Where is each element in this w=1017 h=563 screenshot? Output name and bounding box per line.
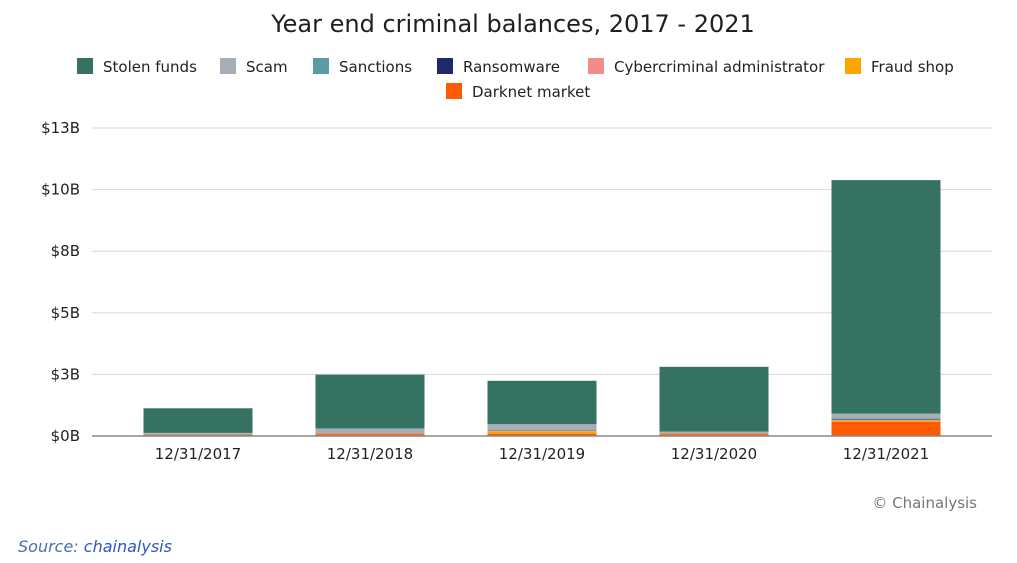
- bar-segment-scam: [831, 413, 941, 419]
- source-caption: Source: chainalysis: [18, 537, 172, 556]
- legend-swatch-stolen-funds: [77, 58, 93, 74]
- y-tick-label: $5B: [51, 304, 80, 322]
- chart-title: Year end criminal balances, 2017 - 2021: [270, 10, 755, 38]
- legend-label: Fraud shop: [871, 58, 954, 76]
- bar-segment-darknet-market: [831, 421, 941, 436]
- bar-segment-stolen-funds: [831, 180, 941, 414]
- bar-segment-cybercriminal-administrator: [831, 419, 941, 421]
- bar-segment-darknet-market: [659, 434, 769, 436]
- bar-segment-stolen-funds: [315, 374, 425, 429]
- y-axis-ticks: $0B $3B $5B $8B $10B $13B: [41, 119, 80, 445]
- legend-label: Ransomware: [463, 58, 560, 76]
- bar-segment-sanctions: [831, 418, 941, 420]
- bar-segment-scam: [659, 431, 769, 433]
- x-tick-label: 12/31/2017: [155, 445, 241, 463]
- bar-segment-fraud-shop: [831, 420, 941, 422]
- bar-segment-stolen-funds: [143, 408, 253, 433]
- legend-label: Darknet market: [472, 83, 590, 101]
- legend: Stolen funds Scam Sanctions Ransomware Cyber…: [77, 58, 954, 101]
- y-tick-label: $3B: [51, 365, 80, 383]
- x-tick-label: 12/31/2019: [499, 445, 585, 463]
- legend-label: Stolen funds: [103, 58, 197, 76]
- legend-label: Sanctions: [339, 58, 412, 76]
- x-axis-labels: 12/31/2017 12/31/2018 12/31/2019 12/31/2020…: [155, 445, 929, 463]
- bar-segment-stolen-funds: [487, 380, 597, 425]
- legend-swatch-fraud-shop: [845, 58, 861, 74]
- y-tick-label: $10B: [41, 181, 80, 199]
- legend-label: Scam: [246, 58, 288, 76]
- source-prefix: Source:: [18, 537, 84, 556]
- legend-swatch-sanctions: [313, 58, 329, 74]
- legend-swatch-ransomware: [437, 58, 453, 74]
- source-link[interactable]: chainalysis: [83, 537, 172, 556]
- y-tick-label: $13B: [41, 119, 80, 137]
- x-tick-label: 12/31/2020: [671, 445, 757, 463]
- legend-label: Cybercriminal administrator: [614, 58, 825, 76]
- y-tick-label: $0B: [51, 427, 80, 445]
- bar-segment-darknet-market: [315, 434, 425, 436]
- bar-segment-scam: [487, 424, 597, 431]
- bars: [143, 180, 941, 436]
- chainalysis-watermark: © Chainalysis: [872, 494, 977, 512]
- legend-swatch-cybercriminal-administrator: [588, 58, 604, 74]
- y-tick-label: $8B: [51, 242, 80, 260]
- x-tick-label: 12/31/2018: [327, 445, 413, 463]
- x-tick-label: 12/31/2021: [843, 445, 929, 463]
- legend-swatch-scam: [220, 58, 236, 74]
- legend-swatch-darknet-market: [446, 83, 462, 99]
- bar-segment-darknet-market: [487, 433, 597, 436]
- bar-segment-fraud-shop: [487, 431, 597, 434]
- bar-segment-scam: [143, 432, 253, 434]
- bar-segment-stolen-funds: [659, 366, 769, 432]
- bar-segment-scam: [315, 428, 425, 433]
